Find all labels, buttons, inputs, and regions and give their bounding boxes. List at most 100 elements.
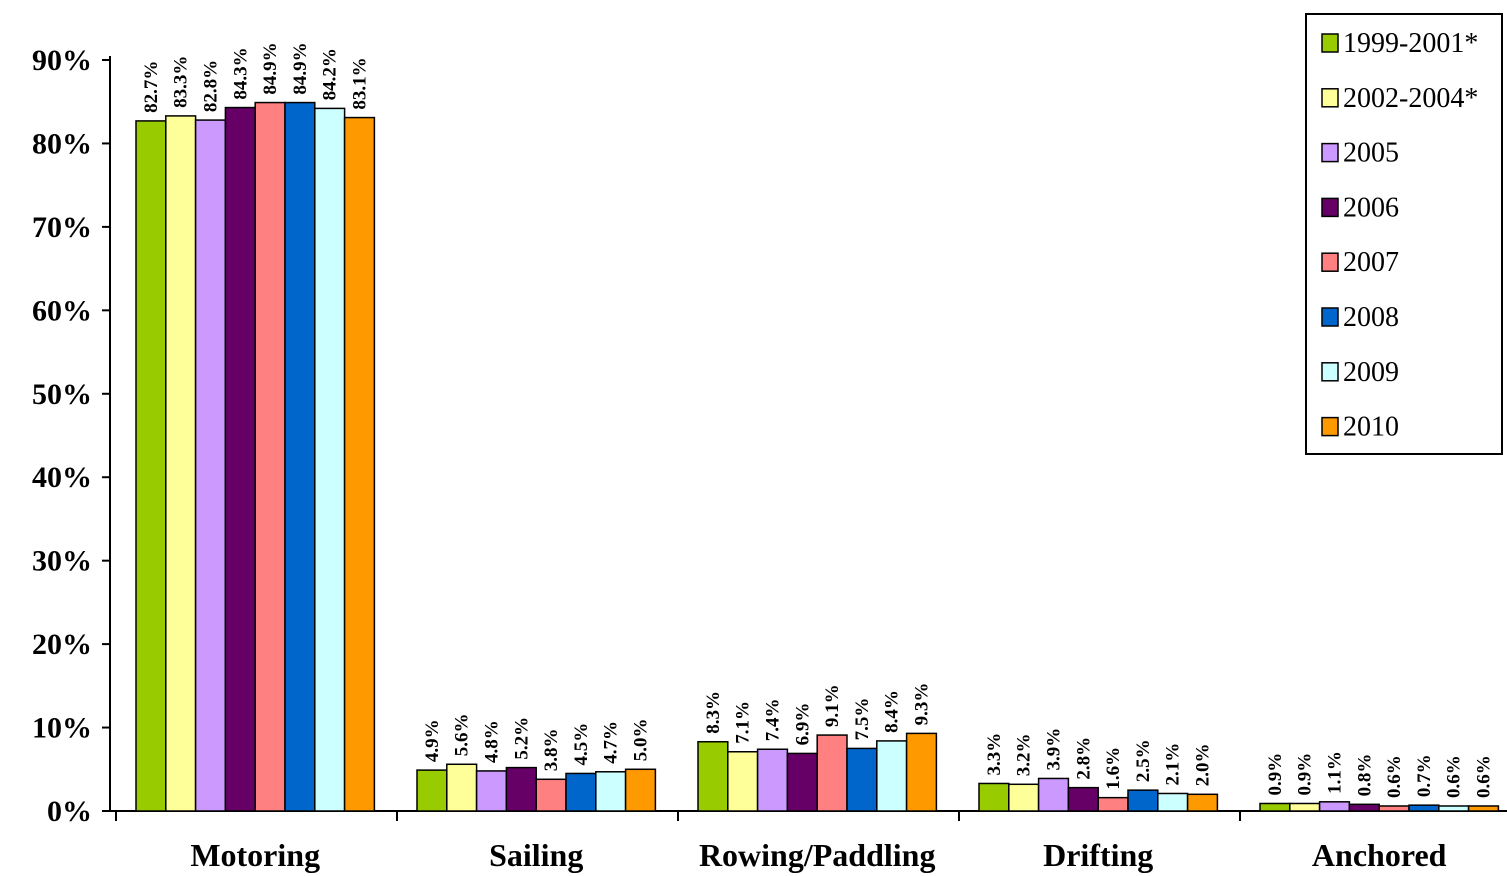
bar bbox=[194, 119, 227, 812]
data-label: 2.8% bbox=[1073, 737, 1094, 780]
legend-swatch bbox=[1321, 362, 1339, 382]
legend-swatch bbox=[1321, 416, 1339, 437]
bar bbox=[505, 766, 537, 812]
data-label: 0.7% bbox=[1414, 754, 1435, 797]
legend-swatch bbox=[1321, 252, 1339, 272]
data-label: 5.2% bbox=[511, 717, 532, 760]
data-label: 2.1% bbox=[1163, 743, 1184, 786]
bar bbox=[165, 115, 197, 812]
data-label: 4.8% bbox=[482, 720, 503, 763]
bar bbox=[1348, 803, 1380, 812]
y-tick-label: 70% bbox=[32, 211, 92, 244]
bar bbox=[595, 771, 627, 812]
bar bbox=[816, 734, 848, 812]
legend-swatch bbox=[1321, 33, 1339, 53]
bar bbox=[224, 106, 256, 812]
bar bbox=[1378, 805, 1410, 812]
legend-swatch bbox=[1321, 88, 1339, 108]
x-category-label: Sailing bbox=[489, 837, 583, 873]
bar bbox=[416, 769, 448, 812]
data-label: 8.3% bbox=[703, 691, 724, 734]
bar bbox=[284, 101, 316, 812]
bar bbox=[1097, 796, 1129, 812]
bar bbox=[343, 116, 376, 812]
data-label: 7.5% bbox=[852, 698, 873, 741]
bar bbox=[1259, 802, 1291, 812]
bar bbox=[1467, 805, 1500, 812]
legend-label: 1999-2001* bbox=[1343, 28, 1478, 59]
bar bbox=[135, 120, 167, 812]
data-label: 9.1% bbox=[822, 684, 843, 727]
data-label: 0.6% bbox=[1384, 755, 1405, 798]
legend-label: 2008 bbox=[1343, 302, 1399, 333]
y-tick-label: 0% bbox=[47, 795, 92, 828]
x-category-label: Motoring bbox=[190, 837, 320, 873]
legend-label: 2005 bbox=[1343, 138, 1399, 169]
y-axis: 0% 10% 20% 30% 40% 50% 60% 70% 80% 90% bbox=[32, 44, 111, 828]
bar bbox=[475, 770, 508, 812]
y-tick-label: 20% bbox=[32, 628, 92, 661]
data-label: 3.9% bbox=[1044, 728, 1065, 771]
legend-label: 2009 bbox=[1343, 357, 1399, 388]
bar bbox=[446, 763, 478, 812]
bar bbox=[1008, 783, 1040, 812]
data-label: 4.9% bbox=[422, 719, 443, 762]
bar bbox=[1067, 786, 1099, 812]
bar bbox=[1186, 793, 1219, 812]
data-label: 7.1% bbox=[733, 701, 754, 744]
data-label: 4.7% bbox=[601, 721, 622, 764]
data-label: 84.9% bbox=[260, 42, 281, 94]
data-label: 2.0% bbox=[1193, 744, 1214, 787]
data-label: 3.3% bbox=[984, 733, 1005, 776]
data-label: 3.2% bbox=[1014, 734, 1035, 777]
legend-swatch bbox=[1321, 307, 1339, 327]
data-label: 83.3% bbox=[171, 56, 192, 108]
y-tick-label: 90% bbox=[32, 44, 92, 77]
bar bbox=[624, 768, 657, 812]
data-label: 1.6% bbox=[1103, 747, 1124, 790]
bar bbox=[1438, 805, 1470, 812]
y-tick-label: 30% bbox=[32, 545, 92, 578]
bar bbox=[1127, 789, 1159, 812]
data-label: 2.5% bbox=[1133, 739, 1154, 782]
legend-swatch bbox=[1321, 197, 1339, 218]
data-label: 0.6% bbox=[1444, 755, 1465, 798]
data-label: 1.1% bbox=[1325, 751, 1346, 794]
data-label: 4.5% bbox=[571, 723, 592, 766]
legend-label: 2006 bbox=[1343, 192, 1399, 223]
y-tick-label: 40% bbox=[32, 461, 92, 494]
legend-label: 2010 bbox=[1343, 412, 1399, 443]
bar bbox=[756, 748, 789, 812]
bar bbox=[535, 778, 567, 812]
bar bbox=[254, 101, 286, 812]
data-label: 9.3% bbox=[912, 683, 933, 726]
y-tick-label: 60% bbox=[32, 294, 92, 327]
bar bbox=[786, 752, 818, 812]
legend: 1999-2001* 2002-2004* 2005 2006 2007 2008 2009… bbox=[1305, 12, 1505, 456]
bar bbox=[978, 782, 1010, 812]
data-label: 83.1% bbox=[350, 57, 371, 109]
bar bbox=[565, 772, 597, 812]
legend-label: 2007 bbox=[1343, 247, 1399, 278]
bar bbox=[1037, 777, 1070, 812]
bar bbox=[314, 107, 346, 812]
bar bbox=[905, 732, 938, 812]
data-label: 0.6% bbox=[1474, 755, 1495, 798]
bar bbox=[1318, 801, 1351, 812]
data-label: 0.9% bbox=[1295, 753, 1316, 796]
legend-label: 2002-2004* bbox=[1343, 83, 1478, 114]
legend-box bbox=[1305, 13, 1503, 455]
bars bbox=[135, 101, 1500, 812]
bar bbox=[1408, 804, 1440, 812]
data-label: 84.9% bbox=[290, 42, 311, 94]
data-label: 0.9% bbox=[1265, 753, 1286, 796]
data-label: 5.6% bbox=[452, 714, 473, 757]
data-label: 8.4% bbox=[882, 690, 903, 733]
x-category-label: Drifting bbox=[1043, 837, 1153, 873]
legend-swatch bbox=[1321, 142, 1339, 163]
data-label: 0.8% bbox=[1354, 754, 1375, 797]
data-label: 84.2% bbox=[320, 48, 341, 100]
y-tick-label: 80% bbox=[32, 127, 92, 160]
data-label: 5.0% bbox=[631, 719, 652, 762]
